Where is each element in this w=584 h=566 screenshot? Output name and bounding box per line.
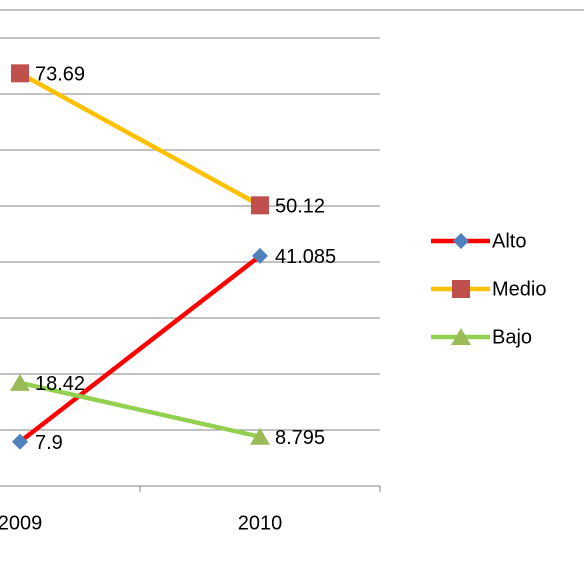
series-line <box>18 254 262 444</box>
series-line <box>19 380 261 439</box>
x-tick-label: 2009 <box>0 512 42 534</box>
data-point <box>11 64 29 83</box>
data-point <box>252 247 268 264</box>
data-label: 41.085 <box>275 246 336 268</box>
data-point <box>12 433 28 450</box>
series-line <box>18 71 262 208</box>
data-label: 18.42 <box>35 373 85 395</box>
legend-label: Medio <box>492 278 546 300</box>
data-point <box>10 373 30 391</box>
data-point <box>251 196 269 215</box>
legend-marker <box>453 233 469 249</box>
data-label: 7.9 <box>35 432 63 454</box>
legend-marker <box>451 328 471 345</box>
data-label: 8.795 <box>275 427 325 449</box>
data-label: 73.69 <box>35 64 85 86</box>
data-label: 50.12 <box>275 196 325 218</box>
data-point <box>250 427 270 445</box>
legend-label: Bajo <box>492 326 532 348</box>
legend-marker <box>452 280 470 298</box>
legend-label: Alto <box>492 230 526 252</box>
x-tick-label: 2010 <box>238 512 283 534</box>
